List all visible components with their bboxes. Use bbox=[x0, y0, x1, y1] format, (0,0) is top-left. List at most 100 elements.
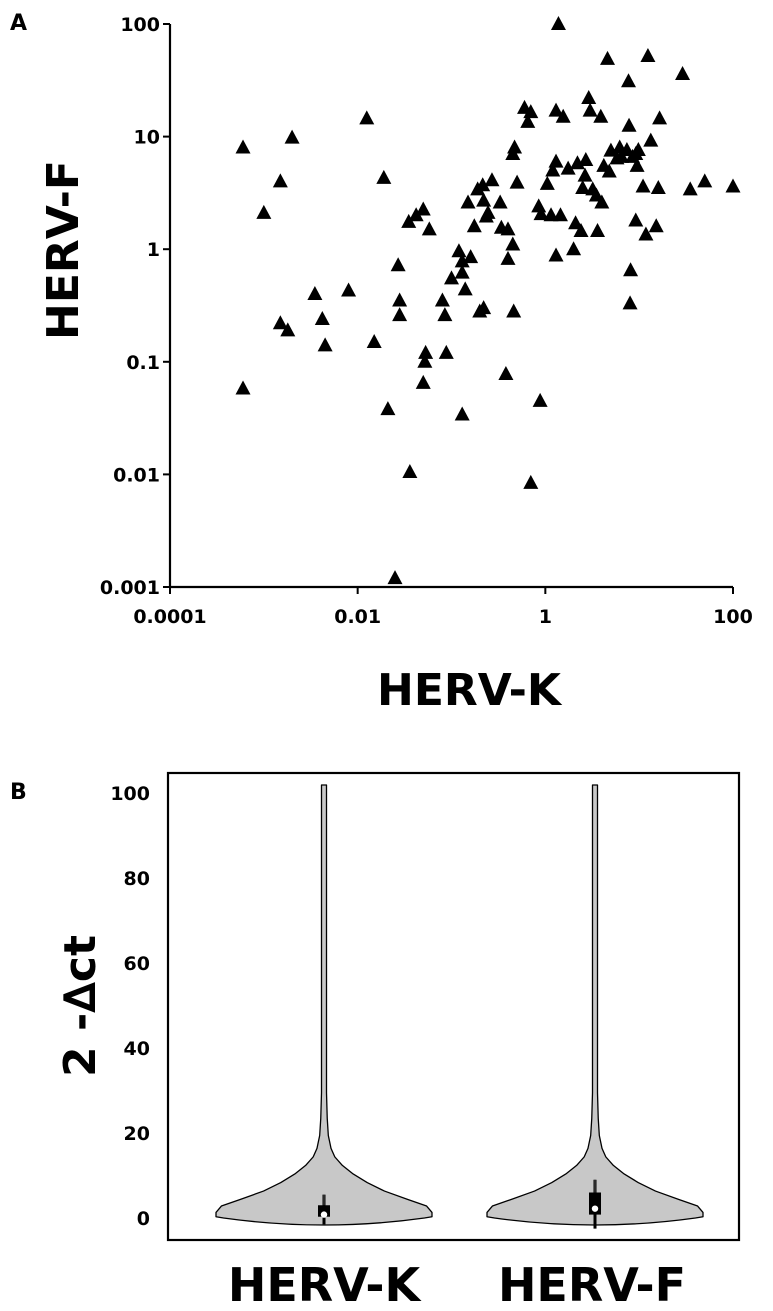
data-point bbox=[307, 286, 323, 301]
y-tick-label: 0.1 bbox=[126, 352, 160, 374]
data-point bbox=[523, 104, 539, 119]
scatter-points bbox=[235, 16, 741, 585]
data-point bbox=[629, 157, 645, 172]
data-point bbox=[235, 139, 251, 154]
y-tick-label: 40 bbox=[124, 1038, 150, 1060]
data-point bbox=[402, 464, 418, 479]
data-point bbox=[475, 177, 491, 192]
violin-body bbox=[486, 784, 704, 1226]
data-point bbox=[509, 174, 525, 189]
data-point bbox=[520, 113, 536, 128]
data-point bbox=[601, 163, 617, 178]
data-point bbox=[392, 292, 408, 307]
y-tick-label: 100 bbox=[120, 14, 160, 36]
data-point bbox=[622, 295, 638, 310]
data-point bbox=[341, 282, 357, 297]
data-point bbox=[640, 47, 656, 62]
plot-frame bbox=[166, 771, 741, 1242]
data-point bbox=[539, 175, 555, 190]
y-tick-label: 0.001 bbox=[100, 577, 160, 599]
violin-panel: B 0 20 40 60 80 100 2 -∆ct HERV-K HERV-F bbox=[10, 771, 741, 1311]
data-point bbox=[638, 226, 654, 241]
data-point bbox=[548, 102, 564, 117]
data-point bbox=[466, 218, 482, 233]
data-point bbox=[531, 198, 547, 213]
panel-a-letter: A bbox=[10, 11, 27, 36]
data-point bbox=[650, 179, 666, 194]
data-point bbox=[533, 206, 549, 221]
data-point bbox=[284, 129, 300, 144]
data-point bbox=[457, 281, 473, 296]
violin-group bbox=[215, 784, 704, 1229]
data-point bbox=[451, 243, 467, 258]
data-point bbox=[725, 178, 741, 193]
data-point bbox=[380, 401, 396, 416]
category-label-herv-f: HERV-F bbox=[498, 1258, 686, 1311]
data-point bbox=[594, 194, 610, 209]
data-point bbox=[390, 257, 406, 272]
data-point bbox=[568, 215, 584, 230]
data-point bbox=[314, 310, 330, 325]
data-point bbox=[621, 117, 637, 132]
data-point bbox=[507, 139, 523, 154]
iqr-box bbox=[318, 1205, 330, 1217]
data-point bbox=[484, 172, 500, 187]
x-tick-group: 0.0001 0.01 1 100 bbox=[133, 587, 753, 628]
y-tick-group: 0 20 40 60 80 100 bbox=[110, 783, 150, 1230]
data-point bbox=[600, 50, 616, 65]
data-point bbox=[697, 173, 713, 188]
data-point bbox=[628, 212, 644, 227]
data-point bbox=[415, 201, 431, 216]
data-point bbox=[492, 194, 508, 209]
data-point bbox=[444, 270, 459, 285]
category-label-herv-k: HERV-K bbox=[228, 1258, 423, 1311]
data-point bbox=[359, 110, 375, 125]
y-tick-label: 0 bbox=[137, 1208, 150, 1230]
x-tick-label: 0.01 bbox=[334, 606, 381, 628]
data-point bbox=[648, 218, 664, 233]
data-point bbox=[577, 167, 593, 182]
data-point bbox=[578, 151, 594, 166]
data-point bbox=[480, 204, 496, 219]
data-point bbox=[392, 307, 408, 322]
data-point bbox=[272, 173, 288, 188]
data-point bbox=[366, 333, 382, 348]
y-tick-label: 60 bbox=[124, 953, 150, 975]
data-point bbox=[635, 178, 651, 193]
data-point bbox=[317, 337, 333, 352]
data-point bbox=[500, 221, 516, 236]
median-marker bbox=[591, 1205, 599, 1212]
data-point bbox=[376, 169, 392, 184]
data-point bbox=[454, 406, 470, 421]
data-point bbox=[560, 160, 576, 175]
data-point bbox=[555, 108, 571, 123]
data-point bbox=[418, 344, 434, 359]
data-point bbox=[235, 380, 251, 395]
x-tick-label: 0.0001 bbox=[133, 606, 206, 628]
data-point bbox=[552, 207, 568, 222]
y-tick-label: 20 bbox=[124, 1123, 150, 1145]
data-point bbox=[256, 204, 272, 219]
data-point bbox=[545, 162, 561, 177]
violin-body bbox=[215, 784, 433, 1226]
data-point bbox=[401, 213, 417, 228]
data-point bbox=[505, 236, 521, 251]
x-tick-label: 100 bbox=[713, 606, 753, 628]
y-axis-title: 2 -∆ct bbox=[55, 935, 106, 1077]
y-tick-label: 10 bbox=[134, 127, 160, 149]
data-point bbox=[548, 247, 564, 262]
data-point bbox=[280, 322, 296, 337]
data-point bbox=[387, 570, 403, 585]
data-point bbox=[581, 90, 597, 105]
data-point bbox=[438, 344, 454, 359]
median-marker bbox=[320, 1211, 328, 1218]
data-point bbox=[621, 73, 637, 88]
data-point bbox=[575, 179, 591, 194]
data-point bbox=[434, 292, 450, 307]
data-point bbox=[652, 110, 668, 125]
data-point bbox=[506, 303, 522, 318]
panel-b-letter: B bbox=[10, 780, 27, 805]
data-point bbox=[415, 374, 431, 389]
data-point bbox=[532, 392, 548, 407]
